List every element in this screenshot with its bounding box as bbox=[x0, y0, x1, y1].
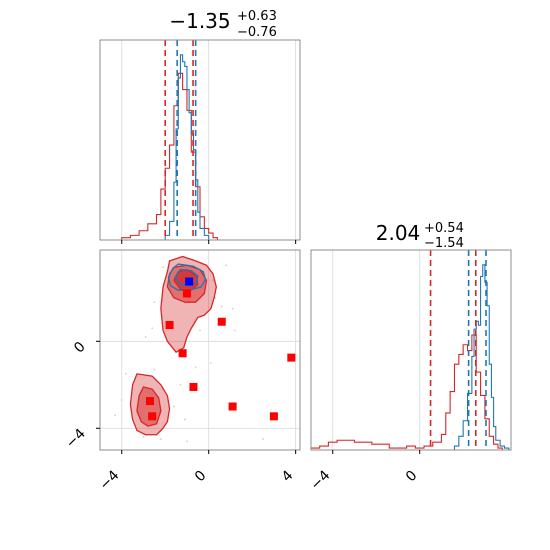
axes-frame-top bbox=[99, 39, 301, 241]
title-top-sub: −0.76 bbox=[237, 25, 277, 40]
panel-scatter: −4 0 4 0 −4 bbox=[63, 249, 301, 494]
panel-top-left: −1.35 +0.63 −0.76 bbox=[99, 9, 301, 244]
scatter-dot bbox=[125, 373, 127, 375]
red-square-point bbox=[178, 349, 187, 358]
ticks-scatter: −4 0 4 0 −4 bbox=[63, 339, 297, 494]
scatter-dot bbox=[199, 329, 201, 332]
blue-square-point bbox=[185, 277, 194, 286]
scatter-dot bbox=[153, 301, 156, 304]
quantile-lines-top bbox=[164, 40, 197, 240]
scatter-dot bbox=[120, 399, 123, 401]
scatter-dot bbox=[186, 440, 188, 443]
title-top-sup: +0.63 bbox=[237, 9, 277, 24]
x-tick-label: −4 bbox=[308, 467, 334, 493]
red-square-point bbox=[189, 382, 198, 391]
x-tick-label: 0 bbox=[192, 468, 210, 486]
quantile-lines-right bbox=[429, 250, 487, 450]
title-right-sup: +0.54 bbox=[424, 221, 464, 236]
scatter-dot bbox=[262, 438, 264, 441]
scatter-dot bbox=[220, 305, 223, 308]
scatter-dot bbox=[194, 366, 197, 369]
histogram-blue bbox=[453, 264, 510, 450]
ticks-top bbox=[121, 240, 297, 244]
scatter-dot bbox=[162, 266, 164, 269]
red-square-point bbox=[146, 397, 154, 406]
axes-frame-scatter bbox=[99, 249, 301, 451]
red-square-point bbox=[165, 321, 174, 329]
title-top: −1.35 bbox=[169, 9, 230, 33]
histograms-right bbox=[311, 264, 510, 450]
title-right-value: 2.04 bbox=[376, 221, 421, 245]
y-tick-label: 0 bbox=[71, 339, 89, 357]
red-square-point bbox=[287, 353, 296, 362]
scatter-dot bbox=[179, 383, 182, 386]
red-square-point bbox=[148, 412, 157, 421]
scatter-dot bbox=[231, 307, 234, 310]
x-tick-label: 4 bbox=[279, 467, 297, 485]
red-square-point bbox=[228, 402, 237, 411]
scatter-dot bbox=[142, 436, 145, 438]
scatter-dots bbox=[114, 264, 264, 443]
scatter-dot bbox=[151, 327, 154, 330]
x-tick-label: 0 bbox=[403, 468, 421, 486]
title-right: 2.04 bbox=[376, 221, 421, 245]
title-right-sub: −1.54 bbox=[424, 236, 464, 251]
red-square-point bbox=[269, 412, 278, 421]
blue-point bbox=[185, 277, 194, 286]
histogram-red bbox=[311, 334, 503, 450]
histogram-blue bbox=[164, 54, 210, 240]
histogram-red bbox=[121, 72, 227, 240]
axes-frame-right bbox=[310, 249, 512, 451]
scatter-dot bbox=[173, 405, 175, 408]
title-top-value: −1.35 bbox=[169, 9, 230, 33]
grid-right bbox=[332, 250, 421, 450]
scatter-dot bbox=[209, 362, 212, 364]
histograms-top bbox=[121, 54, 227, 240]
scatter-dot bbox=[153, 368, 156, 371]
panel-bottom-right: −4 0 2.04 +0.54 −1.54 bbox=[308, 221, 512, 493]
red-square-point bbox=[182, 289, 191, 298]
ticks-right: −4 0 bbox=[308, 450, 421, 493]
scatter-dot bbox=[144, 336, 147, 338]
scatter-dot bbox=[159, 438, 162, 441]
scatter-dot bbox=[212, 279, 214, 282]
grid-scatter bbox=[100, 250, 300, 450]
scatter-dot bbox=[225, 264, 227, 267]
x-tick-label: −4 bbox=[97, 467, 123, 493]
scatter-dot bbox=[183, 418, 186, 421]
red-square-point bbox=[217, 317, 226, 326]
scatter-dot bbox=[233, 329, 236, 332]
grid-top bbox=[121, 40, 297, 240]
red-points bbox=[146, 289, 296, 421]
y-tick-label: −4 bbox=[63, 426, 89, 452]
scatter-dot bbox=[114, 414, 117, 417]
